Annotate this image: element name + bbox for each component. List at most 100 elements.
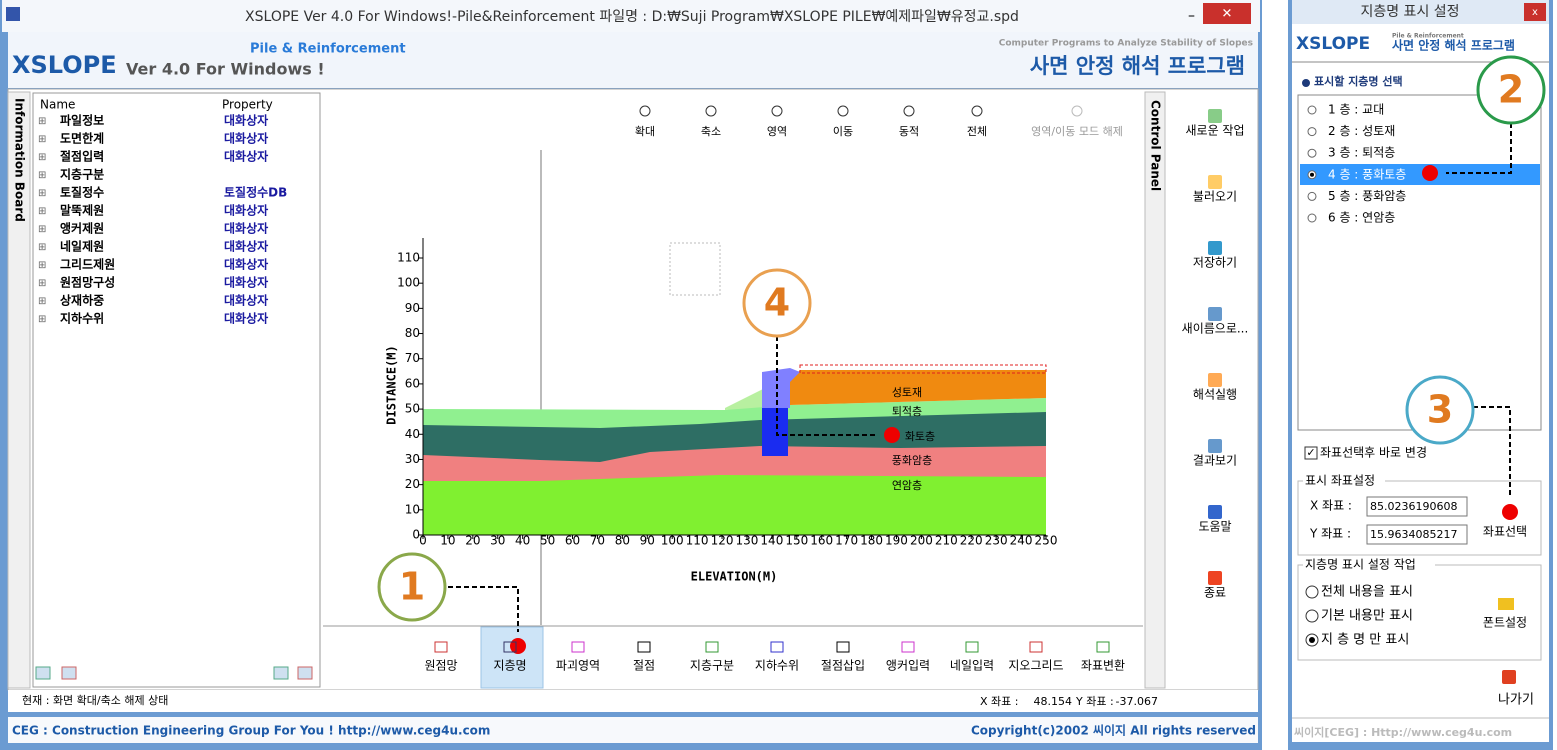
- panel-icon: [1208, 307, 1222, 321]
- tree-name[interactable]: 상재하중: [60, 293, 104, 308]
- panel-button[interactable]: 새로운 작업: [1185, 124, 1244, 138]
- map-tool[interactable]: 지층구분: [690, 659, 734, 673]
- panel-icon: [1208, 241, 1222, 255]
- tree-tool[interactable]: [297, 666, 313, 680]
- x-coord-value: 85.0236190608: [1370, 500, 1457, 513]
- x-tick-label: 180: [860, 534, 883, 548]
- map-tool[interactable]: 좌표변환: [1081, 659, 1125, 673]
- status-x-label: X 좌표 :: [980, 695, 1018, 708]
- display-option[interactable]: 기본 내용만 표시: [1321, 609, 1413, 624]
- map-tool[interactable]: 지하수위: [755, 659, 799, 673]
- tree-name[interactable]: 앵커제원: [60, 221, 104, 236]
- panel-button[interactable]: 도움말: [1198, 520, 1231, 534]
- tree-name[interactable]: 지하수위: [60, 311, 104, 326]
- tree-tool[interactable]: [61, 666, 77, 680]
- exit-icon: [1502, 670, 1516, 684]
- callout: [742, 268, 812, 338]
- map-tool[interactable]: 지층명: [493, 659, 526, 673]
- tree-name[interactable]: 말뚝제원: [60, 204, 104, 218]
- panel-button[interactable]: 저장하기: [1193, 256, 1237, 270]
- layer-item[interactable]: 1 층 : 교대: [1328, 103, 1384, 117]
- layer-item[interactable]: 2 층 : 성토재: [1328, 124, 1395, 138]
- tree-name[interactable]: 지층구분: [60, 167, 104, 182]
- exit-button[interactable]: 나가기: [1498, 693, 1534, 708]
- y-coord-input[interactable]: [1366, 524, 1468, 545]
- layer-label: 퇴적층: [892, 405, 922, 418]
- x-tick-label: 220: [960, 534, 983, 548]
- tree-name[interactable]: 그리드제원: [60, 257, 115, 272]
- layer-item[interactable]: 4 층 : 풍화토층: [1328, 167, 1406, 181]
- panel-button[interactable]: 불러오기: [1193, 190, 1237, 204]
- x-tick-label: 10: [440, 534, 455, 548]
- tree-tool[interactable]: [35, 666, 51, 680]
- panel-button[interactable]: 결과보기: [1193, 454, 1237, 468]
- layer-item[interactable]: 3 층 : 퇴적층: [1328, 146, 1395, 160]
- x-tick-label: 170: [835, 534, 858, 548]
- map-tool[interactable]: 절점: [633, 659, 655, 673]
- radio[interactable]: [1307, 213, 1317, 223]
- radio[interactable]: [1307, 105, 1317, 115]
- x-axis-label: ELEVATION(M): [691, 570, 778, 584]
- font-button[interactable]: 폰트설정: [1483, 616, 1527, 630]
- view-tool[interactable]: 확대: [635, 125, 655, 138]
- radio[interactable]: [1307, 148, 1317, 158]
- map-tool[interactable]: 네일입력: [950, 659, 994, 673]
- tree-name[interactable]: 도면한계: [60, 131, 104, 146]
- layer-item[interactable]: 6 층 : 연암층: [1328, 211, 1395, 225]
- section-bullet: [1302, 79, 1310, 87]
- tree-name[interactable]: 절점입력: [60, 149, 104, 164]
- panel-button[interactable]: 새이름으로...: [1182, 322, 1249, 336]
- tree-tool[interactable]: [273, 666, 289, 680]
- tree-name[interactable]: 네일제원: [60, 239, 104, 254]
- x-coord-input[interactable]: [1366, 496, 1468, 517]
- panel-button[interactable]: 해석실행: [1193, 387, 1237, 402]
- tree-expander: ⊞: [38, 278, 46, 289]
- dialog-title-bar: [1292, 0, 1549, 24]
- tool-icon: [903, 105, 915, 117]
- x-tick-label: 80: [615, 534, 630, 548]
- tree-expander: ⊞: [38, 296, 46, 307]
- map-tool[interactable]: 파괴영역: [556, 659, 600, 673]
- layer-item[interactable]: 5 층 : 풍화암층: [1328, 189, 1406, 203]
- view-tool[interactable]: 전체: [967, 125, 987, 138]
- tree-name[interactable]: 파일정보: [60, 113, 104, 128]
- x-tick-label: 30: [490, 534, 505, 548]
- checkbox-label: 좌표선택후 바로 변경: [1320, 446, 1427, 460]
- map-tool[interactable]: 지오그리드: [1008, 659, 1063, 673]
- radio[interactable]: [1305, 585, 1319, 599]
- display-option[interactable]: 지 층 명 만 표시: [1321, 633, 1409, 648]
- tree-name[interactable]: 토질정수: [60, 185, 104, 200]
- tree-expander: ⊞: [38, 224, 46, 235]
- panel-icon: [1208, 175, 1222, 189]
- x-tick-label: 190: [885, 534, 908, 548]
- arrow: [1446, 123, 1512, 174]
- map-tool[interactable]: 앵커입력: [886, 659, 930, 673]
- view-tool[interactable]: 영역/이동 모드 해제: [1031, 124, 1123, 138]
- view-tool[interactable]: 동적: [899, 125, 919, 138]
- info-board-strip: [7, 91, 31, 689]
- radio[interactable]: [1307, 191, 1317, 201]
- tree-property: 토질정수DB: [224, 185, 287, 200]
- callout: [1405, 375, 1475, 445]
- display-option[interactable]: 전체 내용을 표시: [1321, 585, 1413, 600]
- checkbox[interactable]: [1304, 446, 1318, 460]
- minimize-button[interactable]: –: [1188, 8, 1195, 24]
- tree-property: 대화상자: [224, 113, 268, 128]
- view-tool[interactable]: 축소: [701, 125, 721, 138]
- close-button[interactable]: [1203, 3, 1251, 24]
- dialog-close[interactable]: [1524, 3, 1546, 21]
- radio[interactable]: [1305, 609, 1319, 623]
- tree-expander: ⊞: [38, 134, 46, 145]
- radio[interactable]: [1307, 127, 1317, 137]
- view-tool[interactable]: 이동: [833, 125, 853, 138]
- callout: [377, 552, 447, 622]
- layer-label: 풍화암층: [892, 454, 932, 467]
- pick-button[interactable]: 좌표선택: [1483, 525, 1527, 539]
- view-tool[interactable]: 영역: [767, 125, 787, 138]
- map-tool[interactable]: 절점삽입: [821, 659, 865, 673]
- callout-number: 3: [1427, 388, 1453, 432]
- dialog-close-icon: x: [1532, 7, 1538, 18]
- map-tool[interactable]: 원점망: [424, 659, 457, 673]
- tree-name[interactable]: 원점망구성: [60, 275, 115, 290]
- panel-button[interactable]: 종료: [1204, 586, 1226, 600]
